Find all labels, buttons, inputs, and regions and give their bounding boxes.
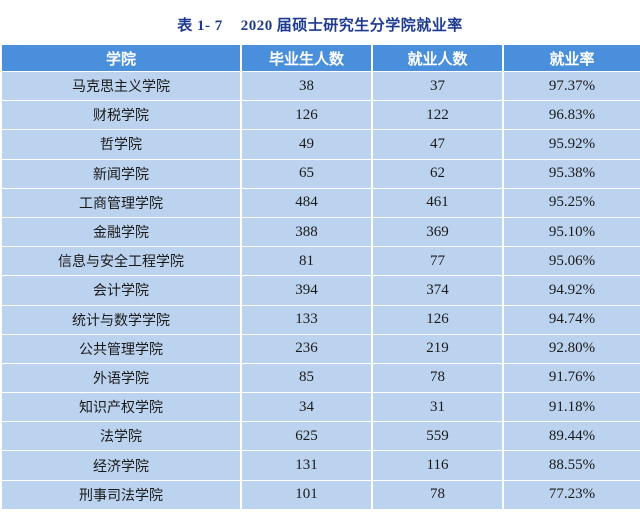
header-row: 学院 毕业生人数 就业人数 就业率: [0, 44, 640, 72]
table-title: 表 1- 7 2020 届硕士研究生分学院就业率: [0, 14, 640, 35]
cell-graduates: 38: [240, 70, 373, 102]
cell-graduates: 65: [240, 158, 373, 189]
table-row: 知识产权学院 34 31 91.18%: [0, 392, 640, 423]
cell-rate: 94.92%: [502, 275, 640, 306]
cell-graduates: 34: [240, 392, 373, 423]
table-row: 工商管理学院 484 461 95.25%: [0, 187, 640, 218]
table-row: 财税学院 126 122 96.83%: [0, 100, 640, 131]
column-header-graduates: 毕业生人数: [240, 44, 373, 72]
cell-employed: 47: [371, 129, 504, 160]
cell-school: 法学院: [0, 421, 242, 452]
cell-school: 刑事司法学院: [0, 479, 242, 511]
cell-rate: 94.74%: [502, 304, 640, 335]
cell-rate: 91.18%: [502, 392, 640, 423]
cell-rate: 77.23%: [502, 479, 640, 511]
employment-rate-table: 学院 毕业生人数 就业人数 就业率 马克思主义学院 38 37 97.37% 财税学院 1…: [0, 44, 640, 511]
cell-school: 财税学院: [0, 100, 242, 131]
cell-employed: 559: [371, 421, 504, 452]
table-row: 新闻学院 65 62 95.38%: [0, 158, 640, 189]
cell-rate: 95.06%: [502, 246, 640, 277]
cell-graduates: 101: [240, 479, 373, 511]
table-row: 经济学院 131 116 88.55%: [0, 450, 640, 481]
column-header-school: 学院: [0, 44, 242, 72]
cell-rate: 96.83%: [502, 100, 640, 131]
cell-school: 公共管理学院: [0, 333, 242, 364]
cell-employed: 62: [371, 158, 504, 189]
cell-rate: 95.25%: [502, 187, 640, 218]
cell-employed: 461: [371, 187, 504, 218]
cell-rate: 88.55%: [502, 450, 640, 481]
table-row: 金融学院 388 369 95.10%: [0, 216, 640, 248]
cell-school: 金融学院: [0, 216, 242, 248]
cell-graduates: 133: [240, 304, 373, 335]
cell-rate: 95.92%: [502, 129, 640, 160]
cell-graduates: 388: [240, 216, 373, 248]
cell-school: 外语学院: [0, 362, 242, 394]
cell-graduates: 49: [240, 129, 373, 160]
cell-employed: 37: [371, 70, 504, 102]
cell-employed: 219: [371, 333, 504, 364]
cell-employed: 31: [371, 392, 504, 423]
cell-school: 工商管理学院: [0, 187, 242, 218]
cell-graduates: 394: [240, 275, 373, 306]
cell-employed: 78: [371, 479, 504, 511]
table-row: 刑事司法学院 101 78 77.23%: [0, 479, 640, 511]
cell-graduates: 126: [240, 100, 373, 131]
cell-graduates: 236: [240, 333, 373, 364]
table-row: 外语学院 85 78 91.76%: [0, 362, 640, 394]
table-row: 会计学院 394 374 94.92%: [0, 275, 640, 306]
cell-employed: 126: [371, 304, 504, 335]
cell-graduates: 85: [240, 362, 373, 394]
column-header-rate: 就业率: [502, 44, 640, 72]
cell-school: 统计与数学学院: [0, 304, 242, 335]
cell-rate: 97.37%: [502, 70, 640, 102]
column-header-employed: 就业人数: [371, 44, 504, 72]
cell-rate: 95.38%: [502, 158, 640, 189]
table-row: 公共管理学院 236 219 92.80%: [0, 333, 640, 364]
table-row: 哲学院 49 47 95.92%: [0, 129, 640, 160]
table-row: 马克思主义学院 38 37 97.37%: [0, 70, 640, 102]
cell-employed: 369: [371, 216, 504, 248]
table-row: 法学院 625 559 89.44%: [0, 421, 640, 452]
table-row: 统计与数学学院 133 126 94.74%: [0, 304, 640, 335]
cell-school: 马克思主义学院: [0, 70, 242, 102]
cell-employed: 77: [371, 246, 504, 277]
cell-school: 经济学院: [0, 450, 242, 481]
table-number: 表 1- 7: [177, 18, 223, 34]
cell-rate: 92.80%: [502, 333, 640, 364]
table-row: 信息与安全工程学院 81 77 95.06%: [0, 246, 640, 277]
cell-employed: 78: [371, 362, 504, 394]
title-year: 2020: [240, 18, 273, 34]
cell-employed: 122: [371, 100, 504, 131]
cell-rate: 95.10%: [502, 216, 640, 248]
cell-employed: 374: [371, 275, 504, 306]
cell-school: 知识产权学院: [0, 392, 242, 423]
cell-graduates: 81: [240, 246, 373, 277]
cell-school: 会计学院: [0, 275, 242, 306]
title-text: 届硕士研究生分学院就业率: [276, 16, 463, 34]
cell-graduates: 131: [240, 450, 373, 481]
cell-graduates: 484: [240, 187, 373, 218]
cell-rate: 89.44%: [502, 421, 640, 452]
cell-employed: 116: [371, 450, 504, 481]
cell-graduates: 625: [240, 421, 373, 452]
cell-rate: 91.76%: [502, 362, 640, 394]
cell-school: 哲学院: [0, 129, 242, 160]
cell-school: 新闻学院: [0, 158, 242, 189]
cell-school: 信息与安全工程学院: [0, 246, 242, 277]
